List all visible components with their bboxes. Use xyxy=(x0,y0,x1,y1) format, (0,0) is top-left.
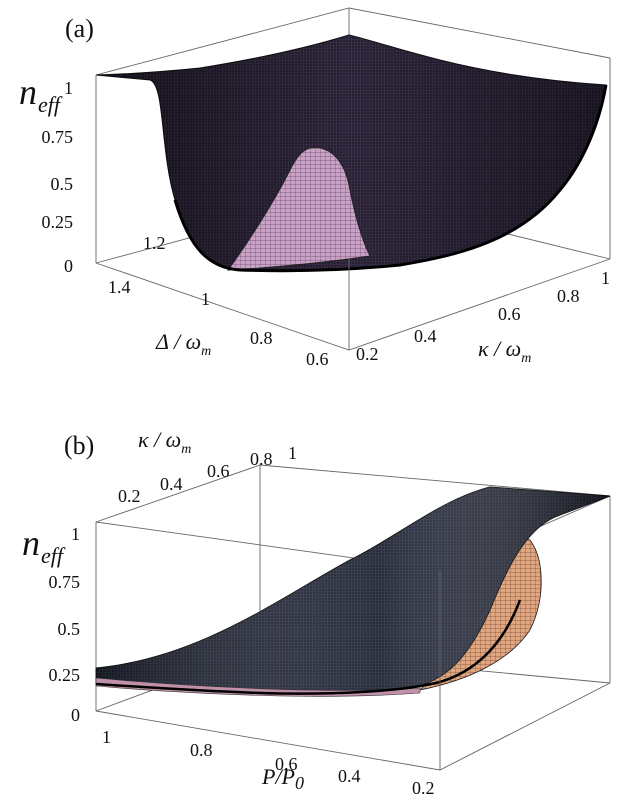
z-tick-b-4: 0 xyxy=(71,705,80,725)
z-tick-b-0: 1 xyxy=(71,524,80,544)
y-axis-label-a: κ / ωm xyxy=(478,336,531,366)
z-ticks-a: 1 0.75 0.5 0.25 0 xyxy=(42,78,74,276)
z-tick-b-2: 0.5 xyxy=(58,619,81,639)
panel-a: 1 0.75 0.5 0.25 0 1.4 1.2 1 0.8 0.6 0.2 … xyxy=(19,7,611,369)
y-tick-a-1: 0.4 xyxy=(414,326,437,346)
z-axis-label-a: neff xyxy=(19,72,63,117)
y-tick-a-0: 0.2 xyxy=(356,344,379,364)
x-tick-b-0: 1 xyxy=(102,727,111,747)
y-tick-a-2: 0.6 xyxy=(498,304,521,324)
x-tick-a-2: 1 xyxy=(201,289,210,309)
y-tick-b-2: 0.6 xyxy=(207,461,230,481)
x-axis-label-b: P/P0 xyxy=(261,764,304,793)
z-ticks-b: 1 0.75 0.5 0.25 0 xyxy=(49,524,81,725)
panel-label-a: (a) xyxy=(65,14,94,43)
surface-b-front-edge xyxy=(95,599,522,695)
z-tick-b-3: 0.25 xyxy=(49,665,81,685)
surface-a-front-edge xyxy=(173,84,608,273)
x-ticks-b: 1 0.8 0.6 0.4 0.2 xyxy=(102,727,435,798)
x-tick-b-3: 0.4 xyxy=(338,766,361,786)
z-tick-a-0: 1 xyxy=(64,78,73,98)
x-ticks-a: 1.4 1.2 1 0.8 0.6 xyxy=(108,233,329,369)
x-tick-a-4: 0.6 xyxy=(306,349,329,369)
y-ticks-a: 0.2 0.4 0.6 0.8 1 xyxy=(356,268,610,364)
surface-a-pink-ridge xyxy=(226,147,371,271)
x-tick-b-1: 0.8 xyxy=(190,740,213,760)
panel-label-b: (b) xyxy=(64,431,94,460)
x-tick-a-1: 1.2 xyxy=(143,233,166,253)
z-tick-a-1: 0.75 xyxy=(42,127,74,147)
y-tick-a-3: 0.8 xyxy=(557,286,580,306)
x-tick-a-0: 1.4 xyxy=(108,277,131,297)
z-tick-b-1: 0.75 xyxy=(49,572,81,592)
x-tick-b-4: 0.2 xyxy=(412,778,435,798)
x-axis-label-a: Δ / ωm xyxy=(155,329,211,359)
surface-b-shading xyxy=(96,487,610,694)
y-ticks-b: 0.2 0.4 0.6 0.8 1 xyxy=(118,443,297,506)
surface-a-shading xyxy=(96,35,606,271)
z-tick-a-2: 0.5 xyxy=(51,174,74,194)
x-tick-b-2: 0.6 xyxy=(275,754,298,774)
y-tick-b-1: 0.4 xyxy=(160,474,183,494)
z-axis-label-b: neff xyxy=(22,523,66,568)
y-axis-label-b: κ / ωm xyxy=(138,427,191,457)
z-tick-a-4: 0 xyxy=(64,256,73,276)
y-tick-b-4: 1 xyxy=(288,443,297,463)
y-tick-a-4: 1 xyxy=(601,268,610,288)
y-tick-b-0: 0.2 xyxy=(118,486,141,506)
y-tick-b-3: 0.8 xyxy=(250,449,273,469)
panel-b: 1 0.75 0.5 0.25 0 1 0.8 0.6 0.4 0.2 0.2 … xyxy=(22,427,611,798)
z-tick-a-3: 0.25 xyxy=(42,212,74,232)
x-tick-a-3: 0.8 xyxy=(250,328,273,348)
